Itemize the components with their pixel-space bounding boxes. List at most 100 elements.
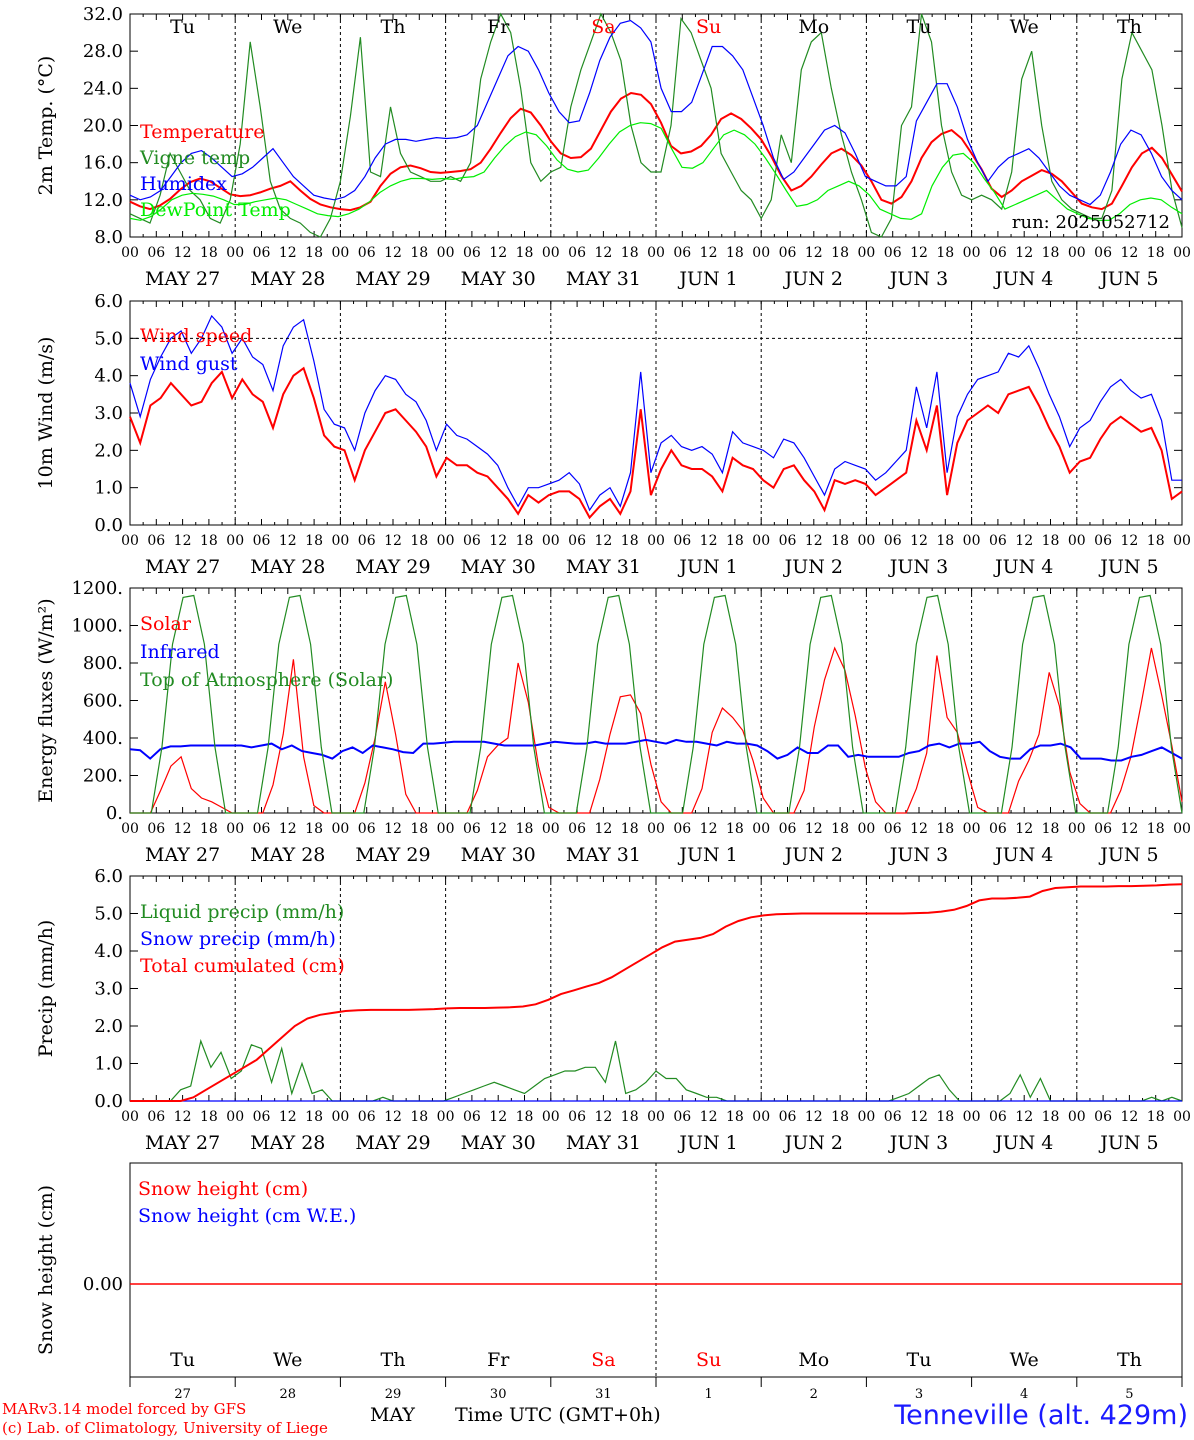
hour-tick-label: 00 (226, 533, 244, 549)
hour-tick-label: 12 (910, 1109, 928, 1125)
hour-tick-label: 00 (647, 1109, 665, 1125)
hour-tick-label: 18 (621, 245, 639, 261)
day-name-label: Th (1117, 1349, 1142, 1371)
date-label: MAY 27 (145, 1132, 220, 1154)
y-tick-label: 12.0 (83, 190, 123, 211)
legend-entry: Infrared (140, 641, 220, 663)
hour-tick-label: 06 (463, 245, 481, 261)
hour-tick-label: 18 (936, 821, 954, 837)
hour-tick-label: 06 (989, 245, 1007, 261)
hour-tick-label: 06 (673, 1109, 691, 1125)
hour-tick-label: 00 (1068, 245, 1086, 261)
day-name-label: We (1010, 16, 1039, 38)
hour-tick-label: 00 (963, 821, 981, 837)
hour-tick-label: 12 (489, 533, 507, 549)
y-tick-label: 400. (83, 728, 123, 749)
hour-tick-label: 12 (910, 821, 928, 837)
hour-tick-label: 12 (279, 245, 297, 261)
series-line-vigne-temp (129, 12, 1183, 238)
y-axis-label: 2m Temp. (°C) (35, 56, 57, 196)
hour-tick-label: 00 (963, 1109, 981, 1125)
date-label: MAY 28 (250, 1132, 325, 1154)
date-label: MAY 31 (566, 268, 641, 290)
hour-tick-label: 06 (673, 533, 691, 549)
date-label: MAY 27 (145, 844, 220, 866)
day-name-label: We (273, 1349, 302, 1371)
legend-entry: Top of Atmosphere (Solar) (140, 669, 393, 691)
hour-tick-label: 12 (384, 533, 402, 549)
hour-tick-label: 12 (700, 533, 718, 549)
hour-tick-label: 06 (1094, 533, 1112, 549)
hour-tick-label: 18 (305, 533, 323, 549)
hour-tick-label: 12 (594, 821, 612, 837)
hour-tick-label: 18 (410, 821, 428, 837)
hour-tick-label: 06 (779, 245, 797, 261)
hour-tick-label: 12 (279, 821, 297, 837)
day-name-label: Th (381, 1349, 406, 1371)
day-name-label: Tu (907, 16, 932, 38)
day-name-label: Su (696, 1349, 721, 1371)
hour-tick-label: 06 (884, 245, 902, 261)
hour-tick-label: 06 (463, 821, 481, 837)
date-label: MAY 29 (355, 844, 430, 866)
panel-frame (129, 300, 1183, 526)
hour-tick-label: 00 (1173, 821, 1191, 837)
day-name-label: Mo (798, 1349, 829, 1371)
hour-tick-label: 18 (200, 1109, 218, 1125)
date-label: MAY 30 (461, 268, 536, 290)
hour-tick-label: 00 (437, 1109, 455, 1125)
date-label: JUN 3 (888, 844, 948, 866)
day-name-label: Sa (591, 16, 615, 38)
hour-tick-label: 18 (726, 1109, 744, 1125)
y-axis-label: Energy fluxes (W/m²) (35, 598, 57, 802)
hour-tick-label: 12 (700, 821, 718, 837)
date-label: MAY 30 (461, 1132, 536, 1154)
hour-tick-label: 00 (857, 245, 875, 261)
hour-tick-label: 00 (647, 821, 665, 837)
y-tick-label: 4.0 (94, 366, 123, 387)
date-label: JUN 4 (993, 1132, 1053, 1154)
hour-tick-label: 12 (174, 1109, 192, 1125)
series-line-wind-speed (129, 366, 1183, 520)
hour-tick-label: 12 (1120, 245, 1138, 261)
date-label: JUN 5 (1098, 556, 1158, 578)
hour-tick-label: 00 (857, 1109, 875, 1125)
hour-tick-label: 12 (805, 821, 823, 837)
hour-tick-label: 12 (1015, 245, 1033, 261)
hour-tick-label: 18 (305, 245, 323, 261)
hour-tick-label: 06 (253, 245, 271, 261)
hour-tick-label: 12 (174, 821, 192, 837)
hour-tick-label: 18 (621, 1109, 639, 1125)
day-name-label: Su (696, 16, 721, 38)
hour-tick-label: 00 (121, 821, 139, 837)
date-label: JUN 3 (888, 268, 948, 290)
hour-tick-label: 18 (200, 821, 218, 837)
day-number-label: 3 (915, 1387, 923, 1402)
hour-tick-label: 00 (542, 1109, 560, 1125)
hour-tick-label: 18 (410, 245, 428, 261)
date-label: JUN 5 (1098, 1132, 1158, 1154)
hour-tick-label: 00 (437, 821, 455, 837)
hour-tick-label: 12 (174, 245, 192, 261)
legend-entry: Temperature (140, 121, 264, 143)
legend-entry: Snow height (cm) (138, 1178, 308, 1200)
series-line-humidex (129, 19, 1183, 206)
month-label: MAY (370, 1404, 415, 1426)
hour-tick-label: 12 (594, 245, 612, 261)
day-name-label: Th (381, 16, 406, 38)
y-tick-label: 3.0 (94, 979, 123, 1000)
hour-tick-label: 06 (779, 821, 797, 837)
hour-tick-label: 18 (200, 533, 218, 549)
date-label: JUN 4 (993, 556, 1053, 578)
hour-tick-label: 12 (174, 533, 192, 549)
hour-tick-label: 12 (910, 533, 928, 549)
date-label: JUN 3 (888, 556, 948, 578)
hour-tick-label: 12 (805, 1109, 823, 1125)
hour-tick-label: 00 (542, 533, 560, 549)
y-axis-label: Precip (mm/h) (35, 920, 57, 1058)
hour-tick-label: 00 (1068, 821, 1086, 837)
hour-tick-label: 00 (437, 533, 455, 549)
hour-tick-label: 18 (1147, 533, 1165, 549)
series-line-infrared (129, 738, 1183, 762)
